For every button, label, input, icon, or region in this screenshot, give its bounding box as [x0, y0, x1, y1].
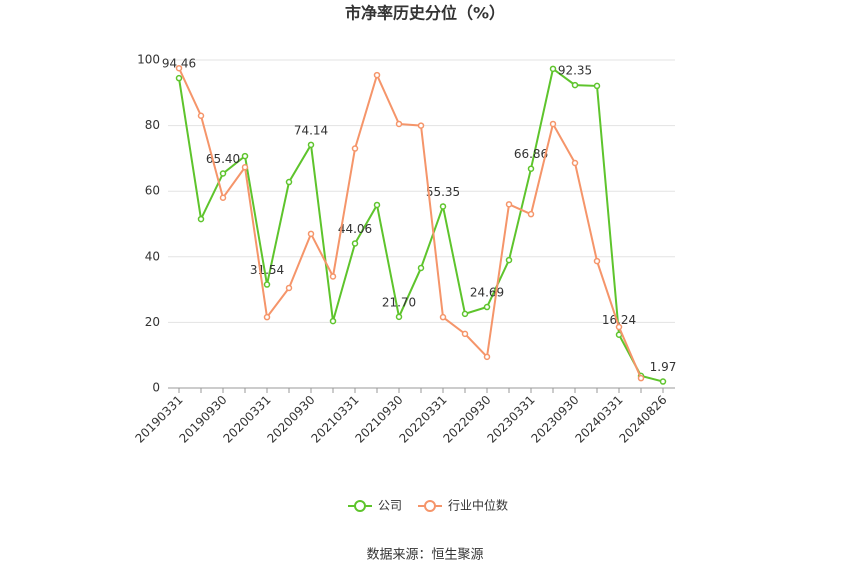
point — [593, 82, 601, 90]
value-label: 94.46 — [162, 57, 196, 71]
point — [571, 81, 579, 89]
y-tick-label: 80 — [145, 118, 160, 132]
point — [659, 378, 667, 385]
point — [351, 240, 359, 247]
value-label: 21.70 — [382, 295, 416, 309]
point — [615, 323, 623, 331]
series-line — [178, 67, 664, 383]
y-tick-label: 100 — [137, 53, 160, 67]
value-label: 74.14 — [294, 123, 328, 137]
point — [307, 230, 315, 238]
point — [571, 159, 579, 167]
point — [263, 313, 271, 321]
point — [241, 164, 249, 171]
point — [241, 152, 249, 160]
value-label: 1.97 — [650, 360, 677, 374]
point — [637, 374, 645, 382]
point — [439, 313, 447, 321]
value-label: 55.35 — [426, 185, 460, 199]
value-label: 92.35 — [558, 64, 592, 78]
point — [461, 310, 469, 318]
point — [329, 273, 337, 280]
value-label: 44.06 — [338, 222, 372, 236]
point — [505, 256, 513, 264]
point — [439, 203, 447, 210]
y-tick-label: 20 — [145, 315, 160, 329]
point — [175, 64, 183, 72]
point — [483, 353, 491, 361]
y-tick-label: 0 — [152, 381, 160, 395]
source-note: 数据来源：恒生聚源 — [366, 548, 483, 563]
point — [461, 330, 469, 338]
point — [505, 201, 513, 208]
series-line — [178, 67, 642, 379]
point — [527, 165, 535, 172]
point — [373, 71, 381, 79]
legend-marker[interactable] — [354, 500, 366, 512]
value-label: 31.54 — [250, 263, 284, 277]
point — [417, 122, 425, 129]
point — [373, 201, 381, 209]
point — [307, 141, 315, 149]
point — [395, 120, 403, 128]
point — [483, 303, 491, 311]
point — [351, 145, 359, 152]
y-tick-label: 40 — [145, 249, 160, 263]
point — [219, 170, 227, 177]
point — [527, 210, 535, 218]
chart-title: 市净率历史分位（%） — [345, 4, 505, 23]
point — [263, 281, 271, 288]
point — [549, 65, 557, 73]
point — [175, 74, 183, 82]
legend-label[interactable]: 行业中位数 — [448, 498, 508, 513]
point — [593, 257, 601, 265]
point — [329, 317, 337, 325]
value-label: 16.24 — [602, 313, 636, 327]
y-tick-label: 60 — [145, 184, 160, 198]
x-tick-label: 20240826 — [617, 393, 670, 446]
point — [395, 313, 403, 321]
point — [285, 178, 293, 186]
point — [219, 194, 227, 202]
value-label: 24.69 — [470, 286, 504, 300]
point — [197, 215, 205, 223]
value-label: 66.86 — [514, 147, 548, 161]
point — [549, 120, 557, 128]
point — [285, 284, 293, 292]
point — [417, 264, 425, 272]
legend-marker[interactable] — [424, 500, 436, 512]
point — [197, 112, 205, 120]
legend-label[interactable]: 公司 — [378, 499, 402, 513]
